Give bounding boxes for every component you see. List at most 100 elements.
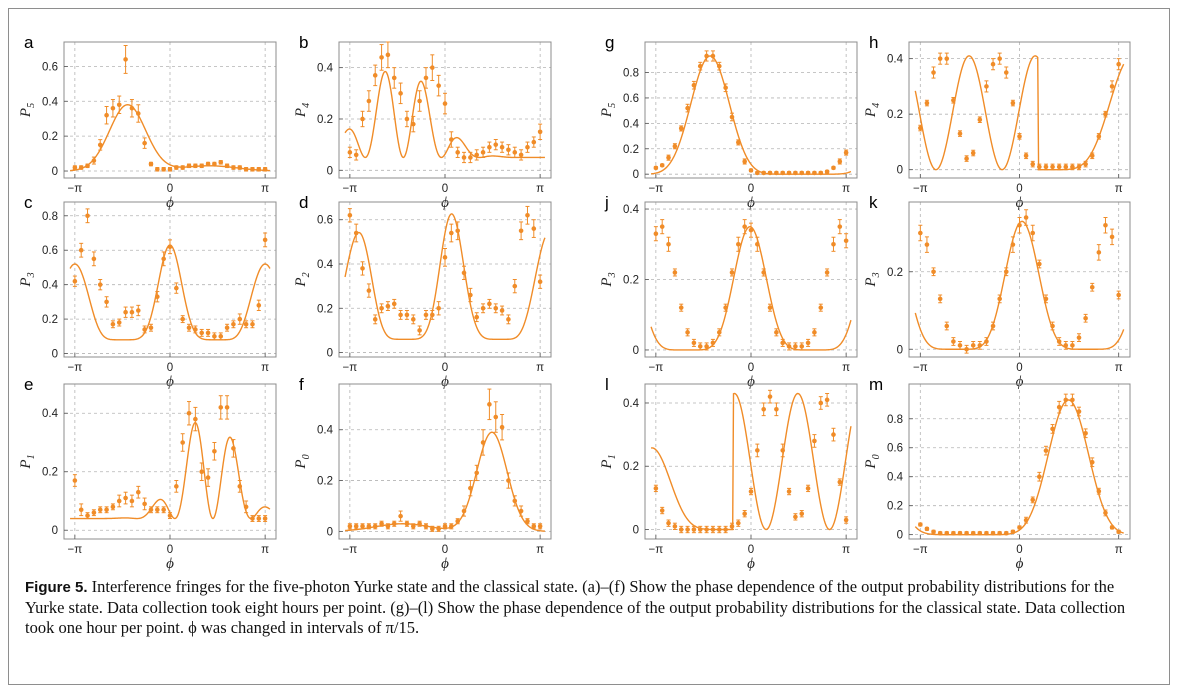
data-point [1109,525,1115,530]
fit-curve [344,213,546,340]
x-tick-label: π [842,362,850,374]
data-point [774,330,779,335]
y-tick-label: 0.6 [317,215,333,227]
data-point [91,256,97,262]
x-tick-label: 0 [748,544,754,556]
data-point [455,150,460,155]
figure-caption: Figure 5. Interference fringes for the f… [25,577,1155,638]
data-point [205,330,211,336]
data-point [1023,215,1029,220]
data-point [931,529,936,535]
data-point [72,278,78,284]
x-tick-label: 0 [167,362,173,374]
panel-letter: a [24,33,34,52]
data-point [990,323,996,329]
data-point [468,485,473,491]
data-point [366,288,372,293]
data-point [404,116,410,122]
data-point [449,230,454,236]
data-point [256,516,262,521]
data-point [678,527,684,532]
data-point [736,140,741,145]
data-point [937,56,943,61]
data-point [691,82,697,88]
chart-panel-d: d −π 0 π 0 0.2 0.4 0.6 ϕ P2 [293,193,552,390]
x-tick-label: 0 [748,362,754,374]
data-point [918,125,923,131]
data-point [430,526,435,532]
data-point [704,527,709,532]
data-point [174,484,179,489]
data-point [250,321,255,327]
fit-curve [650,55,852,175]
data-point [353,523,359,529]
data-point [237,165,243,170]
plot-frame [908,383,1131,540]
data-point [237,484,243,489]
data-point [142,140,147,146]
data-point [360,266,365,271]
x-tick-label: −π [649,544,664,556]
data-point [199,330,205,336]
data-point [461,508,467,514]
data-point [761,407,766,412]
data-point [262,516,268,521]
data-point [1070,343,1075,348]
data-point [186,410,192,416]
data-point [525,144,530,150]
data-point [1056,164,1062,170]
data-point [391,521,397,527]
data-point [1043,448,1049,453]
data-point [786,344,792,349]
y-tick-label: 0 [52,166,58,178]
y-tick-label: 0.2 [42,467,58,479]
y-axis-label: P3 [599,272,618,287]
data-point [167,513,173,518]
data-point [193,416,198,422]
data-point [799,344,805,349]
fit-curve [914,399,1124,536]
data-point [774,407,779,412]
data-point [799,170,805,176]
x-axis-label: ϕ [441,374,449,390]
data-point [487,402,492,407]
x-tick-label: π [1115,183,1123,195]
x-tick-label: π [842,183,850,195]
data-point [360,523,365,529]
data-point [723,85,728,91]
data-point [91,158,97,163]
y-tick-label: 0 [327,348,333,360]
x-tick-label: −π [343,362,358,374]
data-point [944,530,950,536]
data-point [423,75,429,81]
data-point [518,228,524,234]
data-point [353,230,359,236]
x-tick-label: 0 [167,544,173,556]
data-point [360,116,365,122]
data-point [531,226,537,231]
data-point [824,169,830,174]
chart-panel-e: e −π 0 π 0 0.2 0.4 ϕ P1 [18,375,277,572]
data-point [957,131,963,136]
data-point [366,523,372,529]
y-tick-label: 0.2 [887,109,903,121]
data-point [347,212,353,218]
data-point [812,438,817,444]
data-point [155,294,160,300]
data-point [748,168,754,173]
data-point [493,305,499,311]
data-point [990,530,996,536]
data-point [518,508,524,514]
data-point [186,163,192,169]
y-tick-label: 0 [52,525,58,537]
data-point [410,523,416,529]
x-tick-label: 0 [442,362,448,374]
x-tick-label: −π [913,183,928,195]
data-point [716,527,722,532]
data-point [347,150,353,155]
data-point [1010,242,1016,247]
data-point [237,316,243,322]
data-point [480,150,486,155]
data-point [1037,474,1042,480]
x-tick-label: 0 [1016,544,1022,556]
